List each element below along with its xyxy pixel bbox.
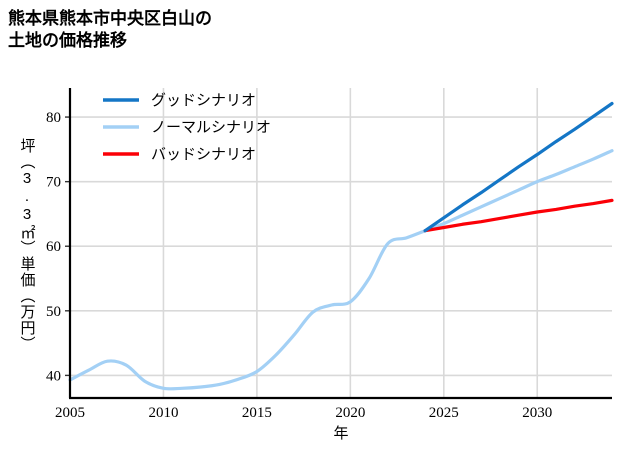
chart-title-line-2: 土地の価格推移 — [8, 31, 127, 51]
y-tick-label: 40 — [46, 368, 61, 384]
x-axis-title: 年 — [333, 425, 348, 442]
y-axis-title: 坪（3.3㎡）単価（万円） — [14, 95, 40, 395]
gridlines — [65, 88, 612, 398]
y-tick-label: 70 — [46, 175, 61, 191]
x-tick-label: 2020 — [335, 405, 365, 421]
x-tick-label: 2010 — [148, 405, 178, 421]
chart-title: 熊本県熊本市中央区白山の 土地の価格推移 — [8, 8, 428, 52]
x-tick-label: 2030 — [522, 405, 552, 421]
chart-title-line-1: 熊本県熊本市中央区白山の — [8, 9, 212, 28]
series-line-bad-forecast — [423, 198, 614, 233]
x-tick-label: 2015 — [242, 405, 272, 421]
legend-label-2: バッドシナリオ — [151, 147, 256, 163]
y-axis-title-text: 坪（3.3㎡）単価（万円） — [18, 138, 36, 352]
series-line-historical-and-normal-forecast — [68, 149, 614, 391]
y-tick-label: 80 — [46, 110, 61, 126]
tick-labels: 40 50 60 70 80 2005 2010 2015 2020 2025 2030 — [46, 110, 552, 421]
axis-layer — [68, 88, 612, 400]
x-tick-label: 2025 — [429, 405, 459, 421]
x-tick-label: 2005 — [55, 405, 85, 421]
y-tick-label: 50 — [46, 304, 61, 320]
data-series-layer — [68, 101, 614, 391]
legend-label-1: ノーマルシナリオ — [151, 120, 271, 136]
y-tick-label: 60 — [46, 239, 61, 255]
series-line-good-forecast — [423, 101, 614, 233]
legend-label-0: グッドシナリオ — [151, 92, 256, 109]
